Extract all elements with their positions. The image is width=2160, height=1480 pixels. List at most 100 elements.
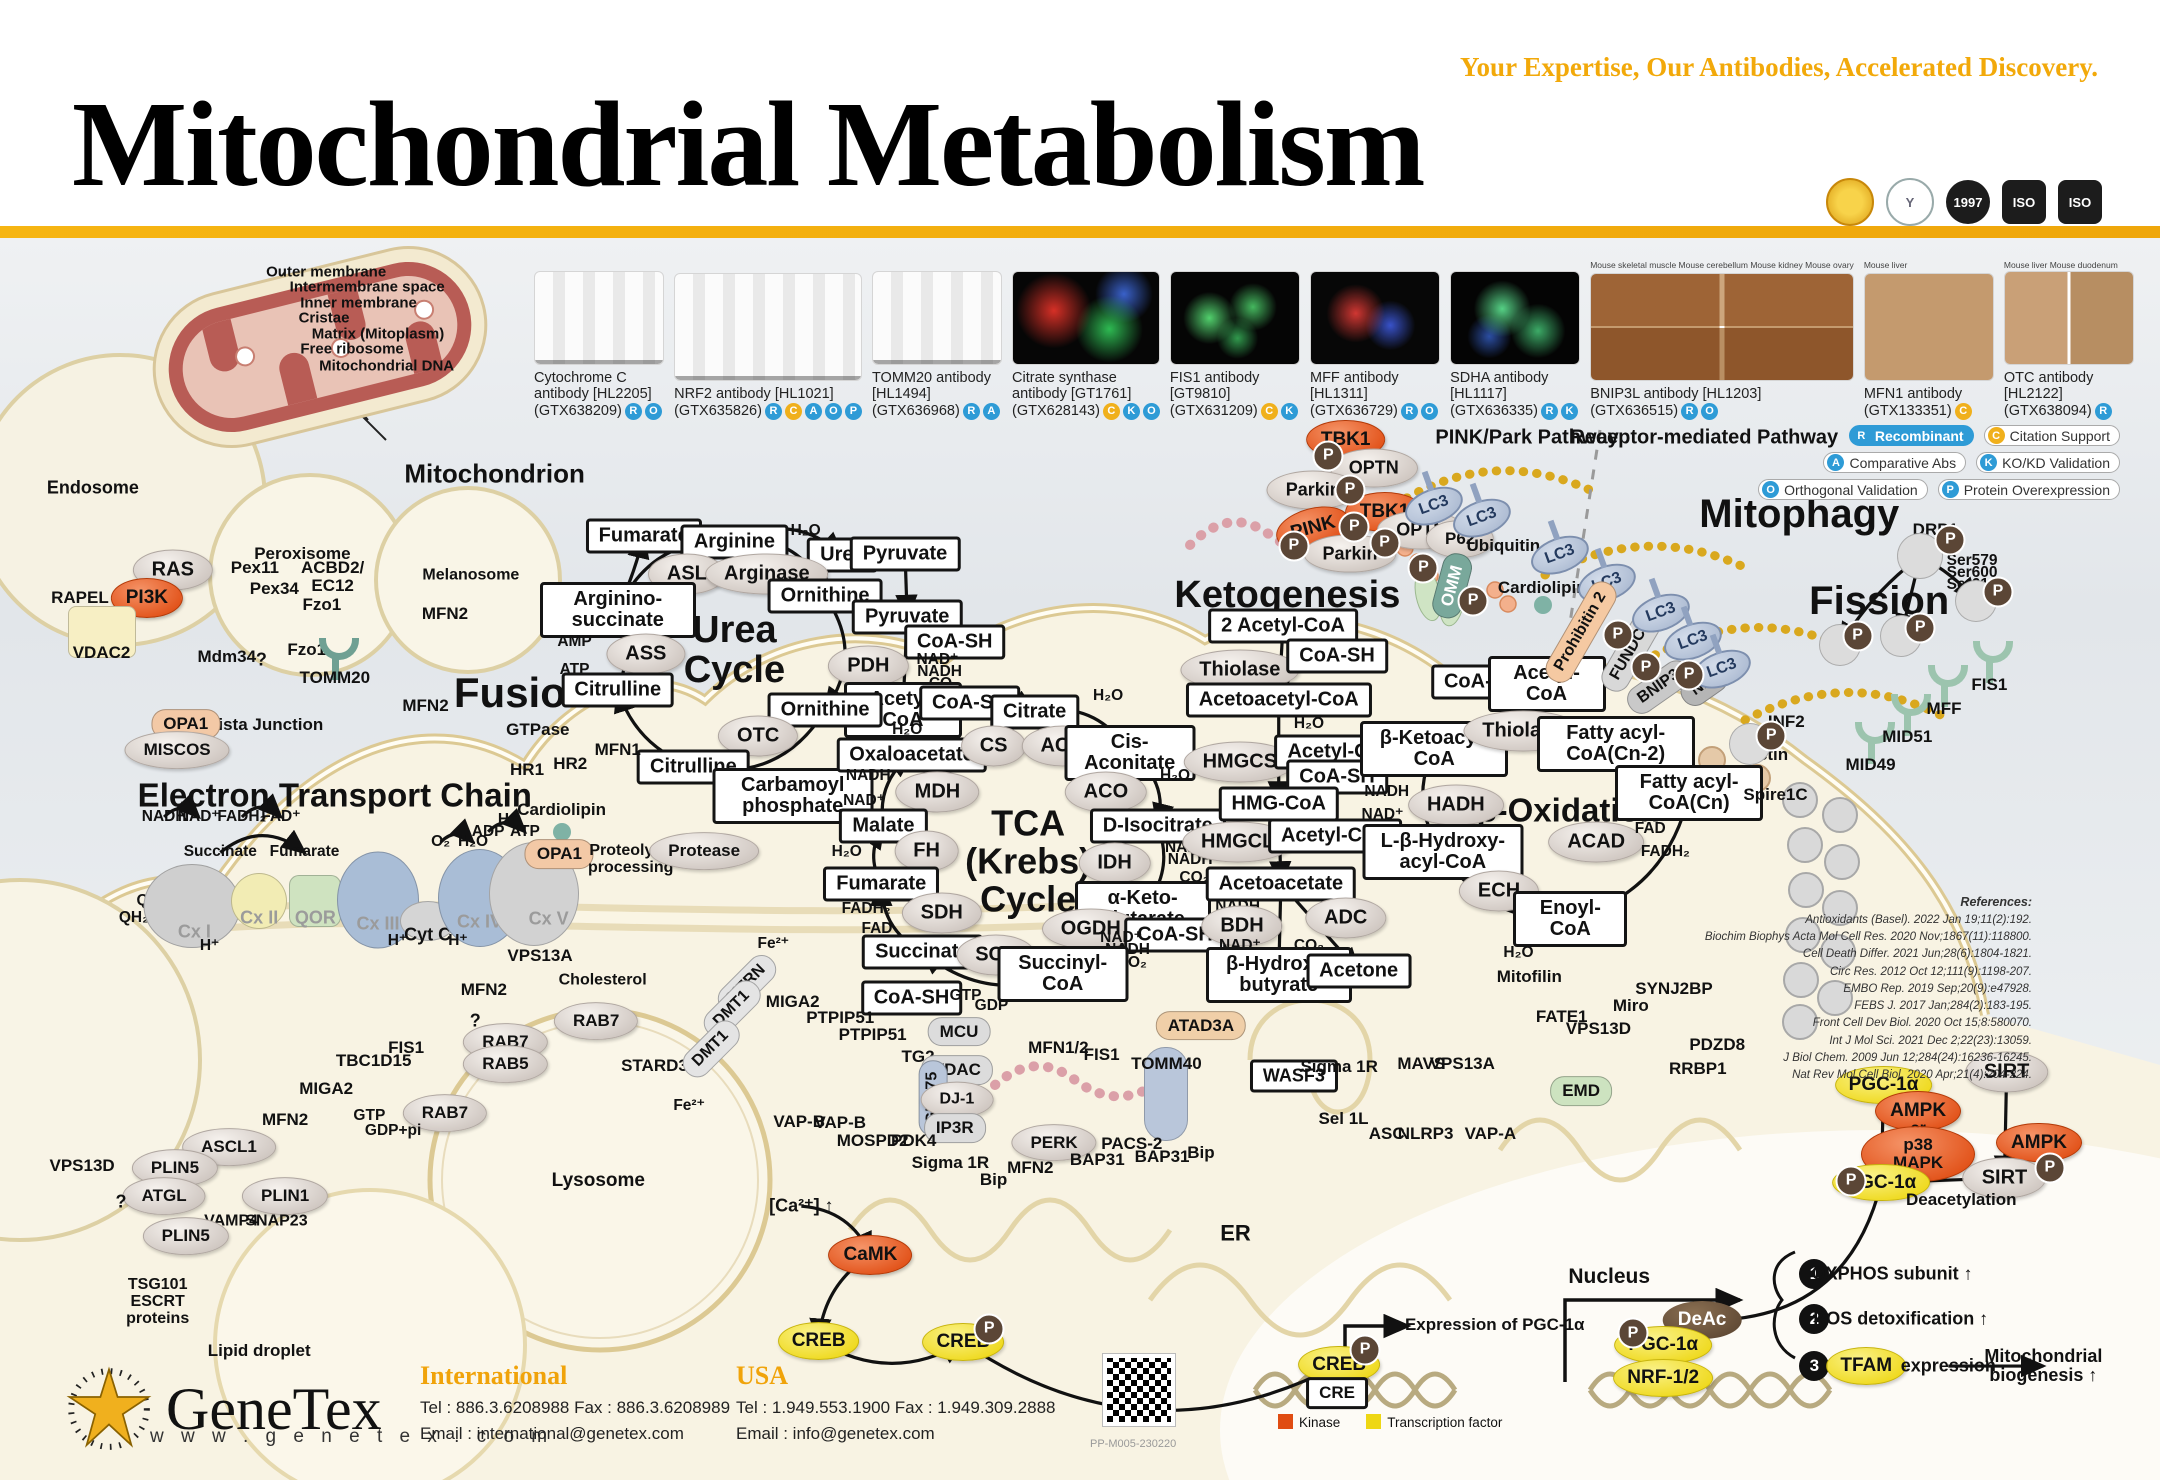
reference-item: Front Cell Dev Biol. 2020 Oct 15;8:58007… [1812,1017,2032,1030]
catalog-number: (GTX636729) [1310,403,1398,420]
validation-badge-C: C [1954,402,1972,420]
nadh-m: NADH [845,766,891,784]
mito-label-3: Cristae [298,309,350,327]
spire1c: Spire1C [1743,784,1808,804]
reference-item: Circ Res. 2012 Oct 12;111(9):1198-207. [1830,965,2032,978]
catalog-number: (GTX638209) [534,403,622,420]
tissue-panel-labels: Mouse liver Mouse duodenum [2003,260,2118,270]
vps13a1: VPS13A [507,946,573,966]
pdh: PDH [828,645,909,687]
pb15: P [1755,720,1787,752]
product-image-ihc1 [1863,273,1994,381]
catalog-number: (GTX631209) [1169,403,1258,420]
shape-key-legend: Kinase Transcription factor [1278,1414,1502,1430]
validation-badge-O: O [1701,402,1719,420]
legend-protein-overexpression: P Protein Overexpression [1937,479,2120,500]
ass: ASS [606,633,686,675]
mdm34: Mdm34 [197,647,257,667]
acbd2: ACBD2/ EC12 [300,558,365,596]
vdac2: VDAC2 [72,642,131,662]
product-label: SDHA antibody [HL1117] [1450,369,1549,403]
mito-label-6: Mitochondrial DNA [319,357,455,375]
pb5: P [1369,527,1401,559]
pb4: P [1338,511,1370,543]
page-title: Mitochondrial Metabolism [72,77,1425,212]
mcu: MCU [927,1016,991,1047]
legend-orthogonal-validation: O Orthogonal Validation [1758,479,1928,500]
legend-transcription-factor: Transcription factor [1366,1414,1502,1430]
reference-item: FEBS J. 2017 Jan;284(2):183-195. [1854,1000,2032,1012]
product-label: NRF2 antibody [HL1021] [674,386,834,402]
cit: Citrate [989,694,1080,730]
product-image-if-g2 [1450,271,1581,365]
sel1l: Sel 1L [1318,1108,1369,1128]
mito-label-2: Inner membrane [300,294,417,312]
pex11: Pex11 [230,558,279,578]
vps13d1: VPS13D [49,1156,115,1176]
pb6: P [1457,585,1489,617]
nad-m: NAD⁺ [843,791,885,809]
product-image-ihc4 [1590,273,1854,381]
h2o-t2: H₂O [1159,766,1191,784]
ptpip51b: PTPIP51 [838,1024,907,1044]
validation-badge-A: A [804,402,822,420]
product-label: BNIP3L antibody [HL1203] [1590,386,1762,402]
gdp1: GDP [974,997,1009,1015]
chol: Cholesterol [558,971,647,989]
reference-item: EMBO Rep. 2019 Sep;20(9):e47928. [1843,982,2032,995]
pb2: P [1334,474,1366,506]
references-title: References: [1960,895,2032,909]
idh: IDH [1078,842,1151,884]
citr1: Citrulline [561,672,675,708]
reference-item: Cell Death Differ. 2021 Jun;28(6):1804-1… [1802,948,2032,961]
mid49: MID49 [1845,755,1896,775]
argsucc: Arginino-succinate [539,581,696,638]
product-label: FIS1 antibody [GT9810] [1169,369,1260,403]
intl-tel: Tel : 886.3.6208988 Fax : 886.3.6208989 [420,1398,731,1417]
mdh: MDH [895,771,980,813]
fad-e: FAD⁺ [261,807,301,825]
gold-divider-bar [0,226,2160,238]
legend-comparative-abs: A Comparative Abs [1823,452,1967,473]
pb16: P [1835,1165,1867,1197]
tomm40: TOMM40 [1131,1054,1202,1074]
succ-e: Succinate [183,843,257,861]
product-label: TOMM20 antibody [HL1494] [871,369,991,403]
mito-label-0: Outer membrane [266,263,387,281]
fis1c: FIS1 [1971,675,2008,695]
genetex-logo-icon [66,1366,152,1450]
references-block: References: Antioxidants (Basel). 2022 J… [1705,893,2032,1084]
product-label: OTC antibody [HL2122] [2003,369,2094,403]
legend-ko-kd-validation: K KO/KD Validation [1976,452,2120,473]
vps13a2: VPS13A [1429,1054,1495,1074]
cardio1: Cardiolipin [517,799,606,819]
coash4: CoA-SH [860,980,963,1016]
product-card-9: Mouse liver MFN1 antibody (GTX133351) C [1863,260,1994,420]
snap23: SNAP23 [245,1213,308,1231]
sdh: SDH [901,892,982,934]
nadh-b: NADH [1364,782,1410,800]
validation-badge-A: A [982,403,1000,420]
company-tagline: Your Expertise, Our Antibodies, Accelera… [1460,52,2098,82]
product-card-10: Mouse liver Mouse duodenum OTC antibody [… [2003,260,2134,420]
hr2: HR2 [553,753,588,773]
fadh2-b: FADH₂ [1640,843,1690,861]
t-ld: Lipid droplet [207,1341,311,1361]
pb14: P [1842,620,1874,652]
since-1997-icon: 1997 [1946,180,1990,224]
legend-citation-support: C Citation Support [1983,425,2120,446]
fe2b: Fe²⁺ [673,1096,705,1114]
product-card-5: FIS1 antibody [GT9810] (GTX631209) C K [1169,260,1300,420]
mitofilin: Mitofilin [1496,966,1562,986]
t-lyso: Lysosome [551,1170,645,1192]
stard3: STARD3 [621,1055,688,1075]
q1: ? [255,649,267,670]
validation-badge-O: O [1420,403,1438,420]
fum-e: Fumarate [269,843,340,861]
synj2bp: SYNJ2BP [1635,978,1713,998]
mfn2b: MFN2 [402,696,449,716]
rapel: RAPEL [51,587,109,607]
h2o-k: H₂O [1293,714,1325,732]
o2-e: O₂ [431,832,451,850]
